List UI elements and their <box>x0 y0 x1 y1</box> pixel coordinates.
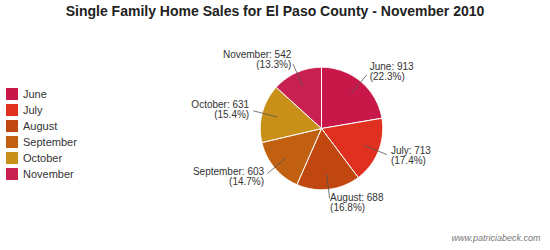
svg-text:June: 913(22.3%): June: 913(22.3%) <box>370 61 414 82</box>
html-text:July: July <box>23 104 43 116</box>
svg-text:September: 603(14.7%): September: 603(14.7%) <box>193 166 265 187</box>
svg-text:July: 713(17.4%): July: 713(17.4%) <box>391 145 431 166</box>
html-text:October: October <box>23 152 63 164</box>
svg-text:October: 631(15.4%): October: 631(15.4%) <box>191 99 249 120</box>
html-text:August: August <box>23 120 58 132</box>
html-text:Single Family Home Sales for E: Single Family Home Sales for El Paso Cou… <box>65 3 485 19</box>
svg-text:November: 542(13.3%): November: 542(13.3%) <box>223 49 292 70</box>
html-text:September: September <box>23 136 77 148</box>
svg-text:August: 688(16.8%): August: 688(16.8%) <box>330 192 384 213</box>
svg-text:www.patriciabeck.com: www.patriciabeck.com <box>451 233 541 243</box>
html-text:November: November <box>23 168 74 180</box>
html-text:June: June <box>23 88 47 100</box>
